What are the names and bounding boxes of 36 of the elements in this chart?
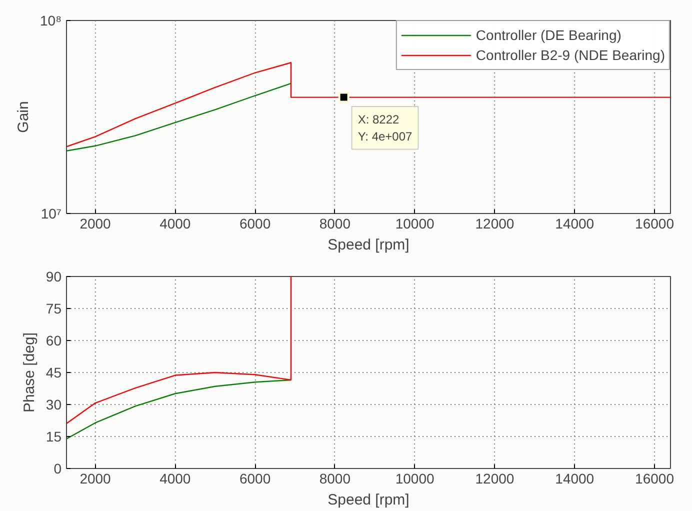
y-tick-label: 30 (46, 396, 62, 412)
x-tick-label: 4000 (160, 470, 191, 486)
x-tick-label: 14000 (555, 470, 594, 486)
x-tick-label: 12000 (475, 470, 514, 486)
x-tick-label: 6000 (239, 470, 271, 486)
x-tick-label: 10000 (395, 216, 435, 232)
line-series (66, 62, 670, 148)
y-tick-label: 10⁷ (40, 206, 62, 222)
x-tick-label: 4000 (160, 216, 191, 232)
y-tick-label: 90 (46, 268, 62, 284)
x-tick-label: 16000 (635, 470, 674, 486)
y-tick-label: 15 (46, 428, 62, 444)
x-tick-label: 10000 (395, 470, 435, 486)
x-tick-label: 16000 (635, 216, 674, 232)
y-axis-title: Gain (15, 101, 32, 133)
x-tick-label: 2000 (80, 470, 112, 486)
x-tick-label: 2000 (80, 216, 112, 232)
annotation: X: 8222 Y: 4e+007 (358, 112, 413, 144)
line-series (66, 82, 292, 152)
x-tick-label: 8000 (319, 216, 351, 232)
legend-label: Controller (DE Bearing) (476, 27, 622, 43)
y-axis-title: Phase [deg] (20, 332, 38, 413)
y-tick-label: 75 (46, 300, 62, 316)
x-tick-label: 8000 (319, 470, 351, 486)
y-tick-label: 10⁸ (40, 12, 62, 28)
x-axis-title: Speed [rpm] (328, 236, 410, 254)
x-tick-label: 6000 (239, 216, 271, 232)
y-tick-label: 45 (46, 364, 62, 380)
x-tick-label: 14000 (555, 216, 594, 232)
x-tick-label: 12000 (475, 216, 514, 232)
line-series (66, 379, 292, 440)
x-axis-title: Speed [rpm] (328, 492, 410, 508)
line-series (66, 276, 292, 424)
y-tick-label: 0 (54, 460, 62, 476)
y-tick-label: 60 (46, 332, 62, 348)
legend-label: Controller B2-9 (NDE Bearing) (476, 47, 665, 63)
